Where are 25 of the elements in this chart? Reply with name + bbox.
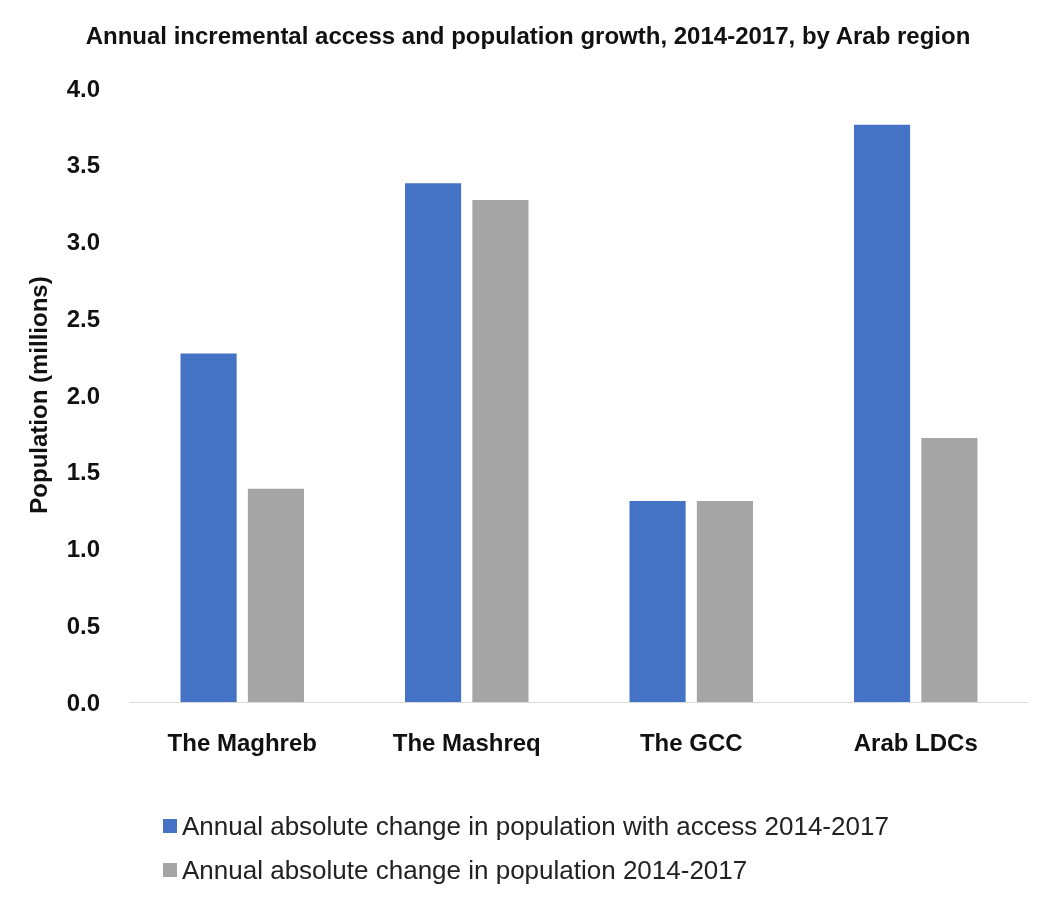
x-tick-label: Arab LDCs bbox=[853, 728, 978, 756]
x-tick-label: The Maghreb bbox=[167, 728, 317, 756]
legend-label: Annual absolute change in population 2014-2017 bbox=[182, 855, 748, 885]
bar bbox=[180, 353, 237, 702]
chart-title: Annual incremental access and population growth, 2014-2017, by Arab region bbox=[85, 21, 971, 49]
bar bbox=[696, 500, 753, 702]
x-tick-label: The GCC bbox=[639, 728, 743, 756]
y-tick-label: 0.5 bbox=[66, 611, 100, 639]
y-axis-title: Population (millions) bbox=[24, 276, 52, 514]
y-tick-label: 1.0 bbox=[66, 535, 100, 562]
y-tick-label: 3.5 bbox=[66, 151, 100, 179]
bar bbox=[921, 437, 978, 702]
y-tick-label: 0.0 bbox=[66, 688, 100, 716]
bar bbox=[472, 200, 529, 702]
bar bbox=[629, 500, 686, 702]
y-tick-label: 3.0 bbox=[66, 228, 100, 255]
y-tick-label: 2.0 bbox=[66, 381, 100, 409]
bar bbox=[405, 183, 462, 702]
legend-label: Annual absolute change in population with access 2014-2017 bbox=[182, 811, 889, 841]
bar bbox=[854, 124, 911, 702]
y-tick-label: 4.0 bbox=[66, 74, 100, 102]
bar bbox=[247, 488, 304, 702]
y-tick-label: 2.5 bbox=[66, 304, 100, 332]
y-tick-label: 1.5 bbox=[66, 458, 100, 486]
x-tick-label: The Mashreq bbox=[392, 728, 541, 756]
